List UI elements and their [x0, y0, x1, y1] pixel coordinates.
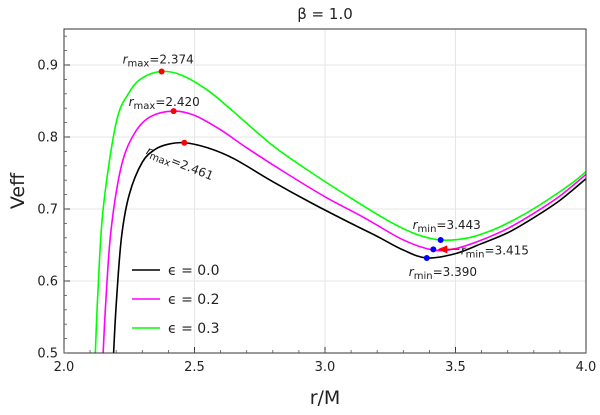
ticks-layer: 2.0 2.5 3.0 3.5 4.0 0.5 0.6 0.7 0.8 0.9: [37, 35, 597, 375]
min-label-1: rmin=3.415: [461, 243, 529, 260]
chart-title: β = 1.0: [297, 5, 353, 23]
max-point-0: [158, 68, 165, 75]
y-tick-label: 0.8: [37, 131, 58, 146]
x-axis-label: r/M: [310, 387, 341, 409]
x-tick-label: 3.5: [445, 360, 466, 375]
x-tick-label: 3.0: [315, 360, 336, 375]
max-label-1: rmax=2.420: [129, 95, 200, 112]
markers-layer: [158, 68, 444, 261]
series-line-1: [102, 110, 587, 354]
series-line-0: [112, 141, 587, 354]
min-label-2: rmin=3.390: [409, 265, 477, 282]
min-point-1: [430, 246, 437, 253]
x-tick-label: 2.5: [184, 360, 205, 375]
min-point-0: [437, 236, 444, 243]
annotations-layer: rmax=2.374rmax=2.420rmax=2.461rmin=3.443…: [123, 52, 529, 281]
legend: ϵ = 0.0 ϵ = 0.2 ϵ = 0.3: [132, 263, 220, 337]
max-label-0: rmax=2.374: [123, 52, 194, 69]
y-tick-label: 0.5: [37, 347, 58, 362]
max-point-2: [181, 139, 188, 146]
max-point-1: [170, 108, 177, 115]
y-tick-label: 0.9: [37, 59, 58, 74]
min-point-2: [423, 254, 430, 261]
curves-layer: [94, 70, 587, 354]
min-label-0: rmin=3.443: [413, 218, 481, 235]
x-tick-label: 2.0: [54, 360, 75, 375]
legend-label-0: ϵ = 0.0: [168, 263, 220, 279]
y-tick-label: 0.7: [37, 203, 58, 218]
x-tick-label: 4.0: [576, 360, 597, 375]
legend-label-2: ϵ = 0.3: [168, 321, 220, 337]
series-line-2: [94, 70, 587, 354]
legend-label-1: ϵ = 0.2: [168, 292, 220, 308]
y-tick-label: 0.6: [37, 275, 58, 290]
y-axis-label: Veff: [7, 172, 29, 209]
min-arrow-head: [437, 245, 448, 254]
